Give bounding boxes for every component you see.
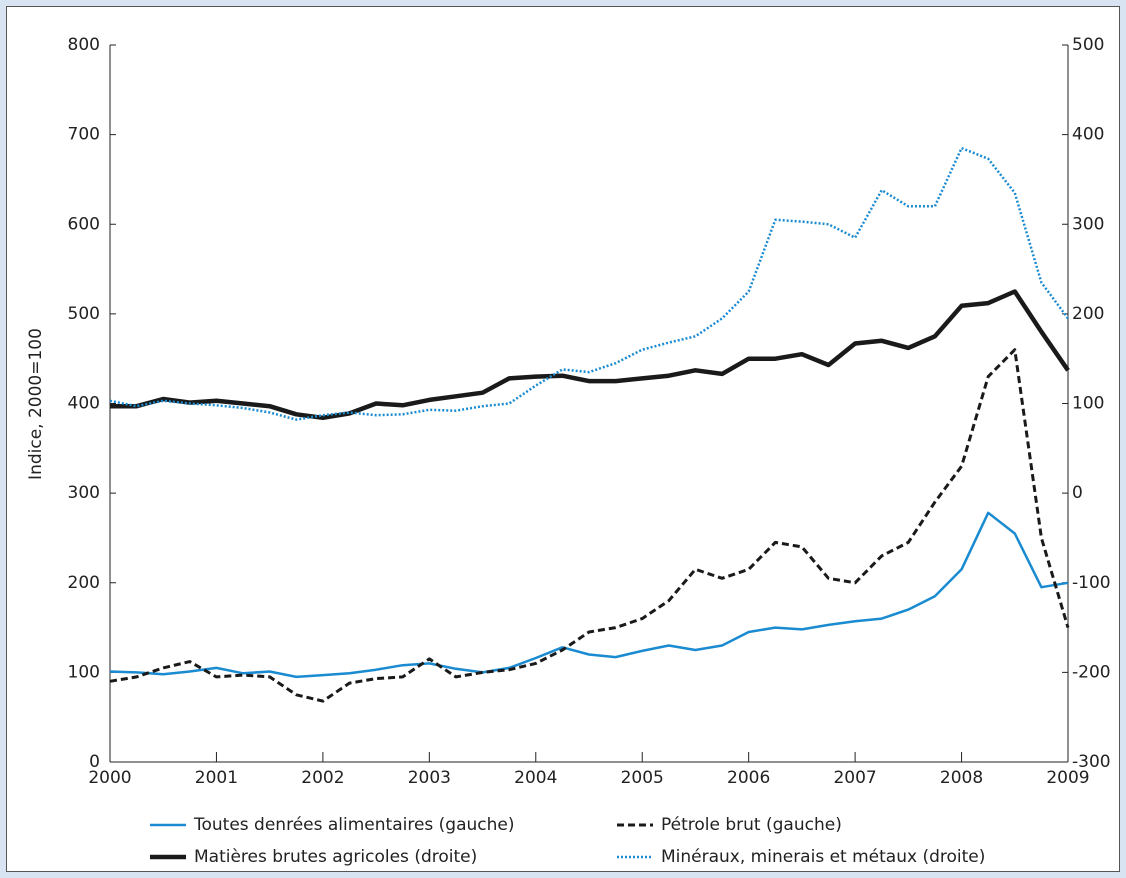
series-line: [109, 348, 1070, 703]
x-tick-label: 2003: [408, 768, 451, 788]
chart-frame: [6, 6, 1120, 872]
y2-tick-label: 0: [1072, 483, 1083, 503]
x-tick-label: 2007: [833, 768, 876, 788]
x-tick-label: 2009: [1046, 768, 1089, 788]
y-tick-label: 600: [68, 214, 100, 234]
legend-label: Matières brutes agricoles (droite): [194, 847, 477, 867]
y-tick-label: 200: [68, 573, 100, 593]
y2-tick-label: 400: [1072, 125, 1104, 145]
x-tick-label: 2008: [940, 768, 983, 788]
series-line: [110, 289, 1070, 421]
x-tick-label: 2006: [727, 768, 770, 788]
y2-tick-label: -300: [1072, 752, 1111, 772]
y-tick-label: 400: [68, 394, 100, 414]
y-tick-label: 700: [68, 125, 100, 145]
y2-tick-label: -200: [1072, 662, 1111, 682]
y-tick-label: 800: [68, 35, 100, 55]
y-tick-label: 500: [68, 304, 100, 324]
y-tick-label: 300: [68, 483, 100, 503]
y-tick-label: 100: [68, 662, 100, 682]
legend-label: Minéraux, minerais et métaux (droite): [661, 847, 985, 867]
y-axis-label: Indice, 2000=100: [26, 328, 46, 480]
y2-tick-label: 100: [1072, 394, 1104, 414]
y-tick-label: 0: [89, 752, 100, 772]
x-tick-label: 2005: [621, 768, 664, 788]
x-tick-label: 2004: [514, 768, 557, 788]
x-tick-label: 2002: [301, 768, 344, 788]
legend-label: Toutes denrées alimentaires (gauche): [193, 815, 515, 835]
legend-label: Pétrole brut (gauche): [661, 815, 842, 835]
y2-tick-label: 300: [1072, 214, 1104, 234]
x-tick-label: 2000: [88, 768, 131, 788]
y2-tick-label: 200: [1072, 304, 1104, 324]
y2-tick-label: 500: [1072, 35, 1104, 55]
x-tick-label: 2001: [195, 768, 238, 788]
y2-tick-label: -100: [1072, 573, 1111, 593]
series-line: [109, 511, 1069, 679]
series-line: [109, 146, 1070, 421]
